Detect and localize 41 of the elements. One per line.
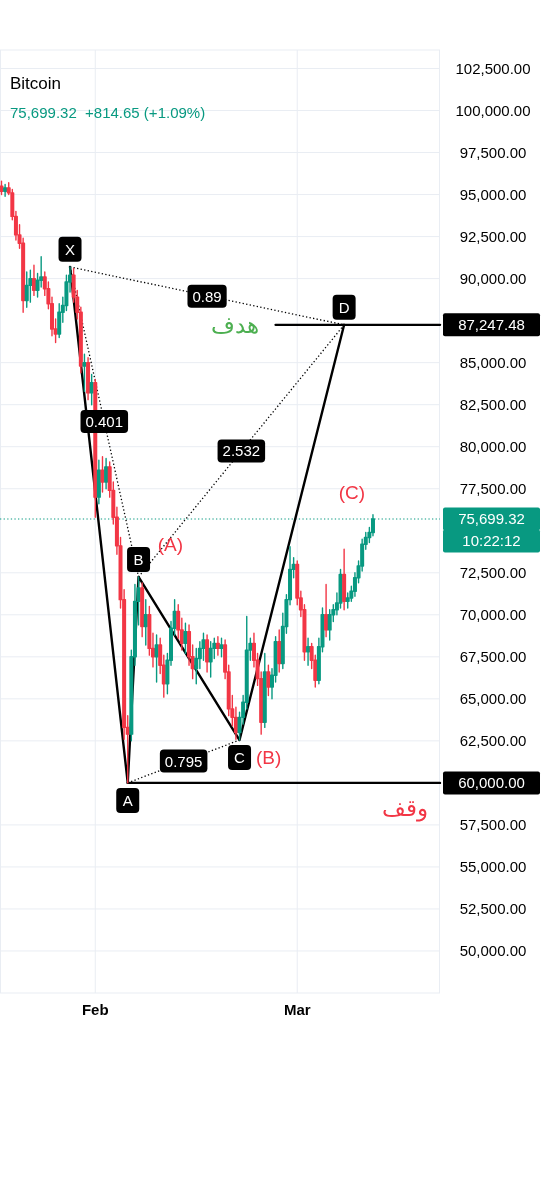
y-tick-label: 82,500.00	[459, 396, 527, 414]
y-tick-label: 57,500.00	[459, 816, 527, 834]
y-tick-label: 77,500.00	[459, 480, 527, 498]
annotation: C	[234, 749, 246, 767]
y-tick-label: 85,000.00	[459, 354, 527, 372]
annotation: 2.532	[222, 442, 261, 460]
annotation: 0.89	[192, 287, 222, 305]
annotation: D	[338, 298, 350, 316]
annotation: (A)	[157, 533, 184, 555]
annotation: وقف	[381, 795, 428, 823]
annotation: (B)	[256, 747, 282, 769]
y-tick-label: 67,500.00	[459, 648, 527, 666]
annotation: A	[122, 791, 133, 809]
y-tick-label: 95,000.00	[459, 186, 527, 204]
x-tick-label: Feb	[81, 1000, 109, 1018]
annotation: 0.795	[164, 752, 203, 770]
annotation: B	[133, 550, 144, 568]
data-label: 60,000.00	[458, 774, 525, 792]
y-tick-label: 55,000.00	[459, 858, 527, 876]
y-tick-label: 70,000.00	[459, 606, 527, 624]
y-tick-label: 65,000.00	[459, 690, 527, 708]
text: 10:22:12	[462, 532, 521, 550]
y-tick-label: 52,500.00	[459, 900, 527, 918]
annotation: (C)	[338, 481, 366, 503]
x-tick-label: Mar	[283, 1000, 311, 1018]
y-tick-label: 72,500.00	[459, 564, 527, 582]
y-tick-label: 62,500.00	[459, 732, 527, 750]
annotation: 0.401	[85, 412, 124, 430]
y-tick-label: 50,000.00	[459, 942, 527, 960]
y-tick-label: 90,000.00	[459, 270, 527, 288]
annotation: هدف	[210, 312, 259, 339]
text: Bitcoin	[10, 74, 62, 93]
data-label: 87,247.48	[458, 316, 525, 334]
ref-line-label: 75,699.32	[458, 510, 525, 528]
y-tick-label: 97,500.00	[459, 144, 527, 162]
y-tick-label: 80,000.00	[459, 438, 527, 456]
y-tick-label: 100,000.00	[455, 102, 531, 120]
y-tick-label: 102,500.00	[455, 59, 531, 77]
annotation: X	[65, 240, 76, 258]
text: 75,699.32 +814.65 (+1.09%)	[10, 104, 206, 121]
y-tick-label: 92,500.00	[459, 228, 527, 246]
